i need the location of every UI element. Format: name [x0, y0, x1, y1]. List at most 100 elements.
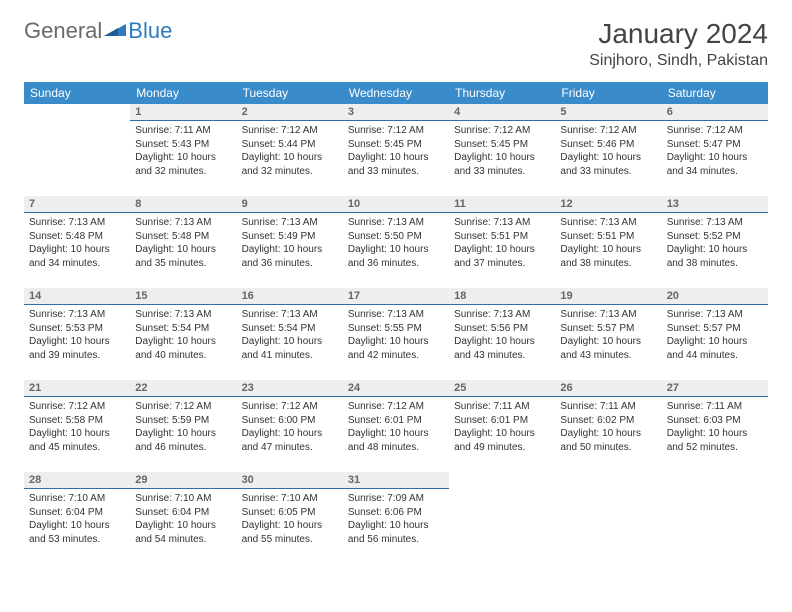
day-content: Sunrise: 7:10 AMSunset: 6:04 PMDaylight:… — [24, 489, 130, 549]
day-content: Sunrise: 7:12 AMSunset: 6:00 PMDaylight:… — [237, 397, 343, 457]
day-number: 25 — [449, 380, 555, 397]
day-number: 20 — [662, 288, 768, 305]
day-content: Sunrise: 7:11 AMSunset: 6:01 PMDaylight:… — [449, 397, 555, 457]
sunrise-text: Sunrise: 7:11 AM — [667, 400, 763, 414]
daylight-text: Daylight: 10 hours and 50 minutes. — [560, 427, 656, 454]
daylight-text: Daylight: 10 hours and 43 minutes. — [454, 335, 550, 362]
sunrise-text: Sunrise: 7:10 AM — [135, 492, 231, 506]
sunset-text: Sunset: 5:54 PM — [242, 322, 338, 336]
calendar-cell: 10Sunrise: 7:13 AMSunset: 5:50 PMDayligh… — [343, 196, 449, 288]
sunset-text: Sunset: 5:47 PM — [667, 138, 763, 152]
day-number: 16 — [237, 288, 343, 305]
day-content: Sunrise: 7:11 AMSunset: 5:43 PMDaylight:… — [130, 121, 236, 181]
day-number: 13 — [662, 196, 768, 213]
calendar-cell: 14Sunrise: 7:13 AMSunset: 5:53 PMDayligh… — [24, 288, 130, 380]
sunrise-text: Sunrise: 7:12 AM — [242, 124, 338, 138]
calendar-cell: 18Sunrise: 7:13 AMSunset: 5:56 PMDayligh… — [449, 288, 555, 380]
day-number: 10 — [343, 196, 449, 213]
sunset-text: Sunset: 5:58 PM — [29, 414, 125, 428]
sunrise-text: Sunrise: 7:10 AM — [29, 492, 125, 506]
calendar-cell: 13Sunrise: 7:13 AMSunset: 5:52 PMDayligh… — [662, 196, 768, 288]
sunset-text: Sunset: 5:43 PM — [135, 138, 231, 152]
calendar-cell: 5Sunrise: 7:12 AMSunset: 5:46 PMDaylight… — [555, 104, 661, 196]
day-number: 24 — [343, 380, 449, 397]
sunset-text: Sunset: 5:45 PM — [454, 138, 550, 152]
sunrise-text: Sunrise: 7:11 AM — [560, 400, 656, 414]
calendar-cell: 20Sunrise: 7:13 AMSunset: 5:57 PMDayligh… — [662, 288, 768, 380]
sunset-text: Sunset: 5:51 PM — [454, 230, 550, 244]
calendar-cell: 3Sunrise: 7:12 AMSunset: 5:45 PMDaylight… — [343, 104, 449, 196]
calendar-cell: 29Sunrise: 7:10 AMSunset: 6:04 PMDayligh… — [130, 472, 236, 564]
daylight-text: Daylight: 10 hours and 41 minutes. — [242, 335, 338, 362]
day-number: 21 — [24, 380, 130, 397]
sunrise-text: Sunrise: 7:13 AM — [454, 216, 550, 230]
daylight-text: Daylight: 10 hours and 33 minutes. — [560, 151, 656, 178]
daylight-text: Daylight: 10 hours and 40 minutes. — [135, 335, 231, 362]
sunset-text: Sunset: 5:53 PM — [29, 322, 125, 336]
day-content: Sunrise: 7:12 AMSunset: 5:46 PMDaylight:… — [555, 121, 661, 181]
calendar-cell: 25Sunrise: 7:11 AMSunset: 6:01 PMDayligh… — [449, 380, 555, 472]
brand-part2: Blue — [128, 18, 172, 44]
day-number: 22 — [130, 380, 236, 397]
day-content: Sunrise: 7:13 AMSunset: 5:55 PMDaylight:… — [343, 305, 449, 365]
daylight-text: Daylight: 10 hours and 34 minutes. — [29, 243, 125, 270]
calendar-cell: 16Sunrise: 7:13 AMSunset: 5:54 PMDayligh… — [237, 288, 343, 380]
daylight-text: Daylight: 10 hours and 52 minutes. — [667, 427, 763, 454]
daylight-text: Daylight: 10 hours and 35 minutes. — [135, 243, 231, 270]
sunset-text: Sunset: 5:57 PM — [667, 322, 763, 336]
calendar-cell — [449, 472, 555, 564]
day-number: 29 — [130, 472, 236, 489]
sunrise-text: Sunrise: 7:13 AM — [560, 216, 656, 230]
daylight-text: Daylight: 10 hours and 37 minutes. — [454, 243, 550, 270]
calendar-cell: 21Sunrise: 7:12 AMSunset: 5:58 PMDayligh… — [24, 380, 130, 472]
daylight-text: Daylight: 10 hours and 44 minutes. — [667, 335, 763, 362]
daylight-text: Daylight: 10 hours and 55 minutes. — [242, 519, 338, 546]
sunset-text: Sunset: 5:44 PM — [242, 138, 338, 152]
sunset-text: Sunset: 5:57 PM — [560, 322, 656, 336]
day-content: Sunrise: 7:12 AMSunset: 5:44 PMDaylight:… — [237, 121, 343, 181]
day-number: 11 — [449, 196, 555, 213]
sunrise-text: Sunrise: 7:13 AM — [348, 308, 444, 322]
day-header: Sunday — [24, 82, 130, 104]
calendar-cell: 28Sunrise: 7:10 AMSunset: 6:04 PMDayligh… — [24, 472, 130, 564]
title-block: January 2024 Sinjhoro, Sindh, Pakistan — [589, 18, 768, 70]
calendar-week-row: 7Sunrise: 7:13 AMSunset: 5:48 PMDaylight… — [24, 196, 768, 288]
day-content: Sunrise: 7:11 AMSunset: 6:02 PMDaylight:… — [555, 397, 661, 457]
sunset-text: Sunset: 5:48 PM — [29, 230, 125, 244]
calendar-week-row: 21 Sunrise: 7:12 AMSunset: 5:58 PM Dayligh… — [24, 380, 768, 472]
day-number: 14 — [24, 288, 130, 305]
day-number: 6 — [662, 104, 768, 121]
sunrise-text: Sunrise: 7:13 AM — [29, 308, 125, 322]
calendar-cell — [555, 472, 661, 564]
brand-flag-icon — [104, 22, 126, 40]
calendar-cell — [24, 104, 130, 196]
daylight-text: Daylight: 10 hours and 33 minutes. — [348, 151, 444, 178]
sunrise-text: Sunrise: 7:11 AM — [454, 400, 550, 414]
calendar-cell: 30Sunrise: 7:10 AMSunset: 6:05 PMDayligh… — [237, 472, 343, 564]
calendar-cell: 17Sunrise: 7:13 AMSunset: 5:55 PMDayligh… — [343, 288, 449, 380]
calendar-cell: 11 Sunrise: 7:13 AMSunset: 5:51 PMDayligh… — [449, 196, 555, 288]
day-content: Sunrise: 7:13 AMSunset: 5:48 PMDaylight:… — [24, 213, 130, 273]
daylight-text: Daylight: 10 hours and 33 minutes. — [454, 151, 550, 178]
sunrise-text: Sunrise: 7:13 AM — [348, 216, 444, 230]
calendar-body: 1Sunrise: 7:11 AMSunset: 5:43 PMDaylight… — [24, 104, 768, 564]
brand-logo: General Blue — [24, 18, 172, 44]
daylight-text: Daylight: 10 hours and 43 minutes. — [560, 335, 656, 362]
day-content: Sunrise: 7:09 AMSunset: 6:06 PMDaylight:… — [343, 489, 449, 549]
sunrise-text: Sunrise: 7:12 AM — [560, 124, 656, 138]
day-header: Saturday — [662, 82, 768, 104]
day-number: 31 — [343, 472, 449, 489]
calendar-cell: 19Sunrise: 7:13 AMSunset: 5:57 PMDayligh… — [555, 288, 661, 380]
sunset-text: Sunset: 5:56 PM — [454, 322, 550, 336]
day-header: Monday — [130, 82, 236, 104]
sunrise-text: Sunrise: 7:12 AM — [29, 400, 125, 414]
location-text: Sinjhoro, Sindh, Pakistan — [589, 52, 768, 70]
calendar-cell: 27Sunrise: 7:11 AMSunset: 6:03 PMDayligh… — [662, 380, 768, 472]
brand-part1: General — [24, 18, 102, 44]
day-content: Sunrise: 7:10 AMSunset: 6:05 PMDaylight:… — [237, 489, 343, 549]
sunrise-text: Sunrise: 7:10 AM — [242, 492, 338, 506]
sunrise-text: Sunrise: 7:12 AM — [454, 124, 550, 138]
calendar-cell: 2Sunrise: 7:12 AMSunset: 5:44 PMDaylight… — [237, 104, 343, 196]
sunset-text: Sunset: 5:54 PM — [135, 322, 231, 336]
calendar-cell: 6Sunrise: 7:12 AMSunset: 5:47 PMDaylight… — [662, 104, 768, 196]
